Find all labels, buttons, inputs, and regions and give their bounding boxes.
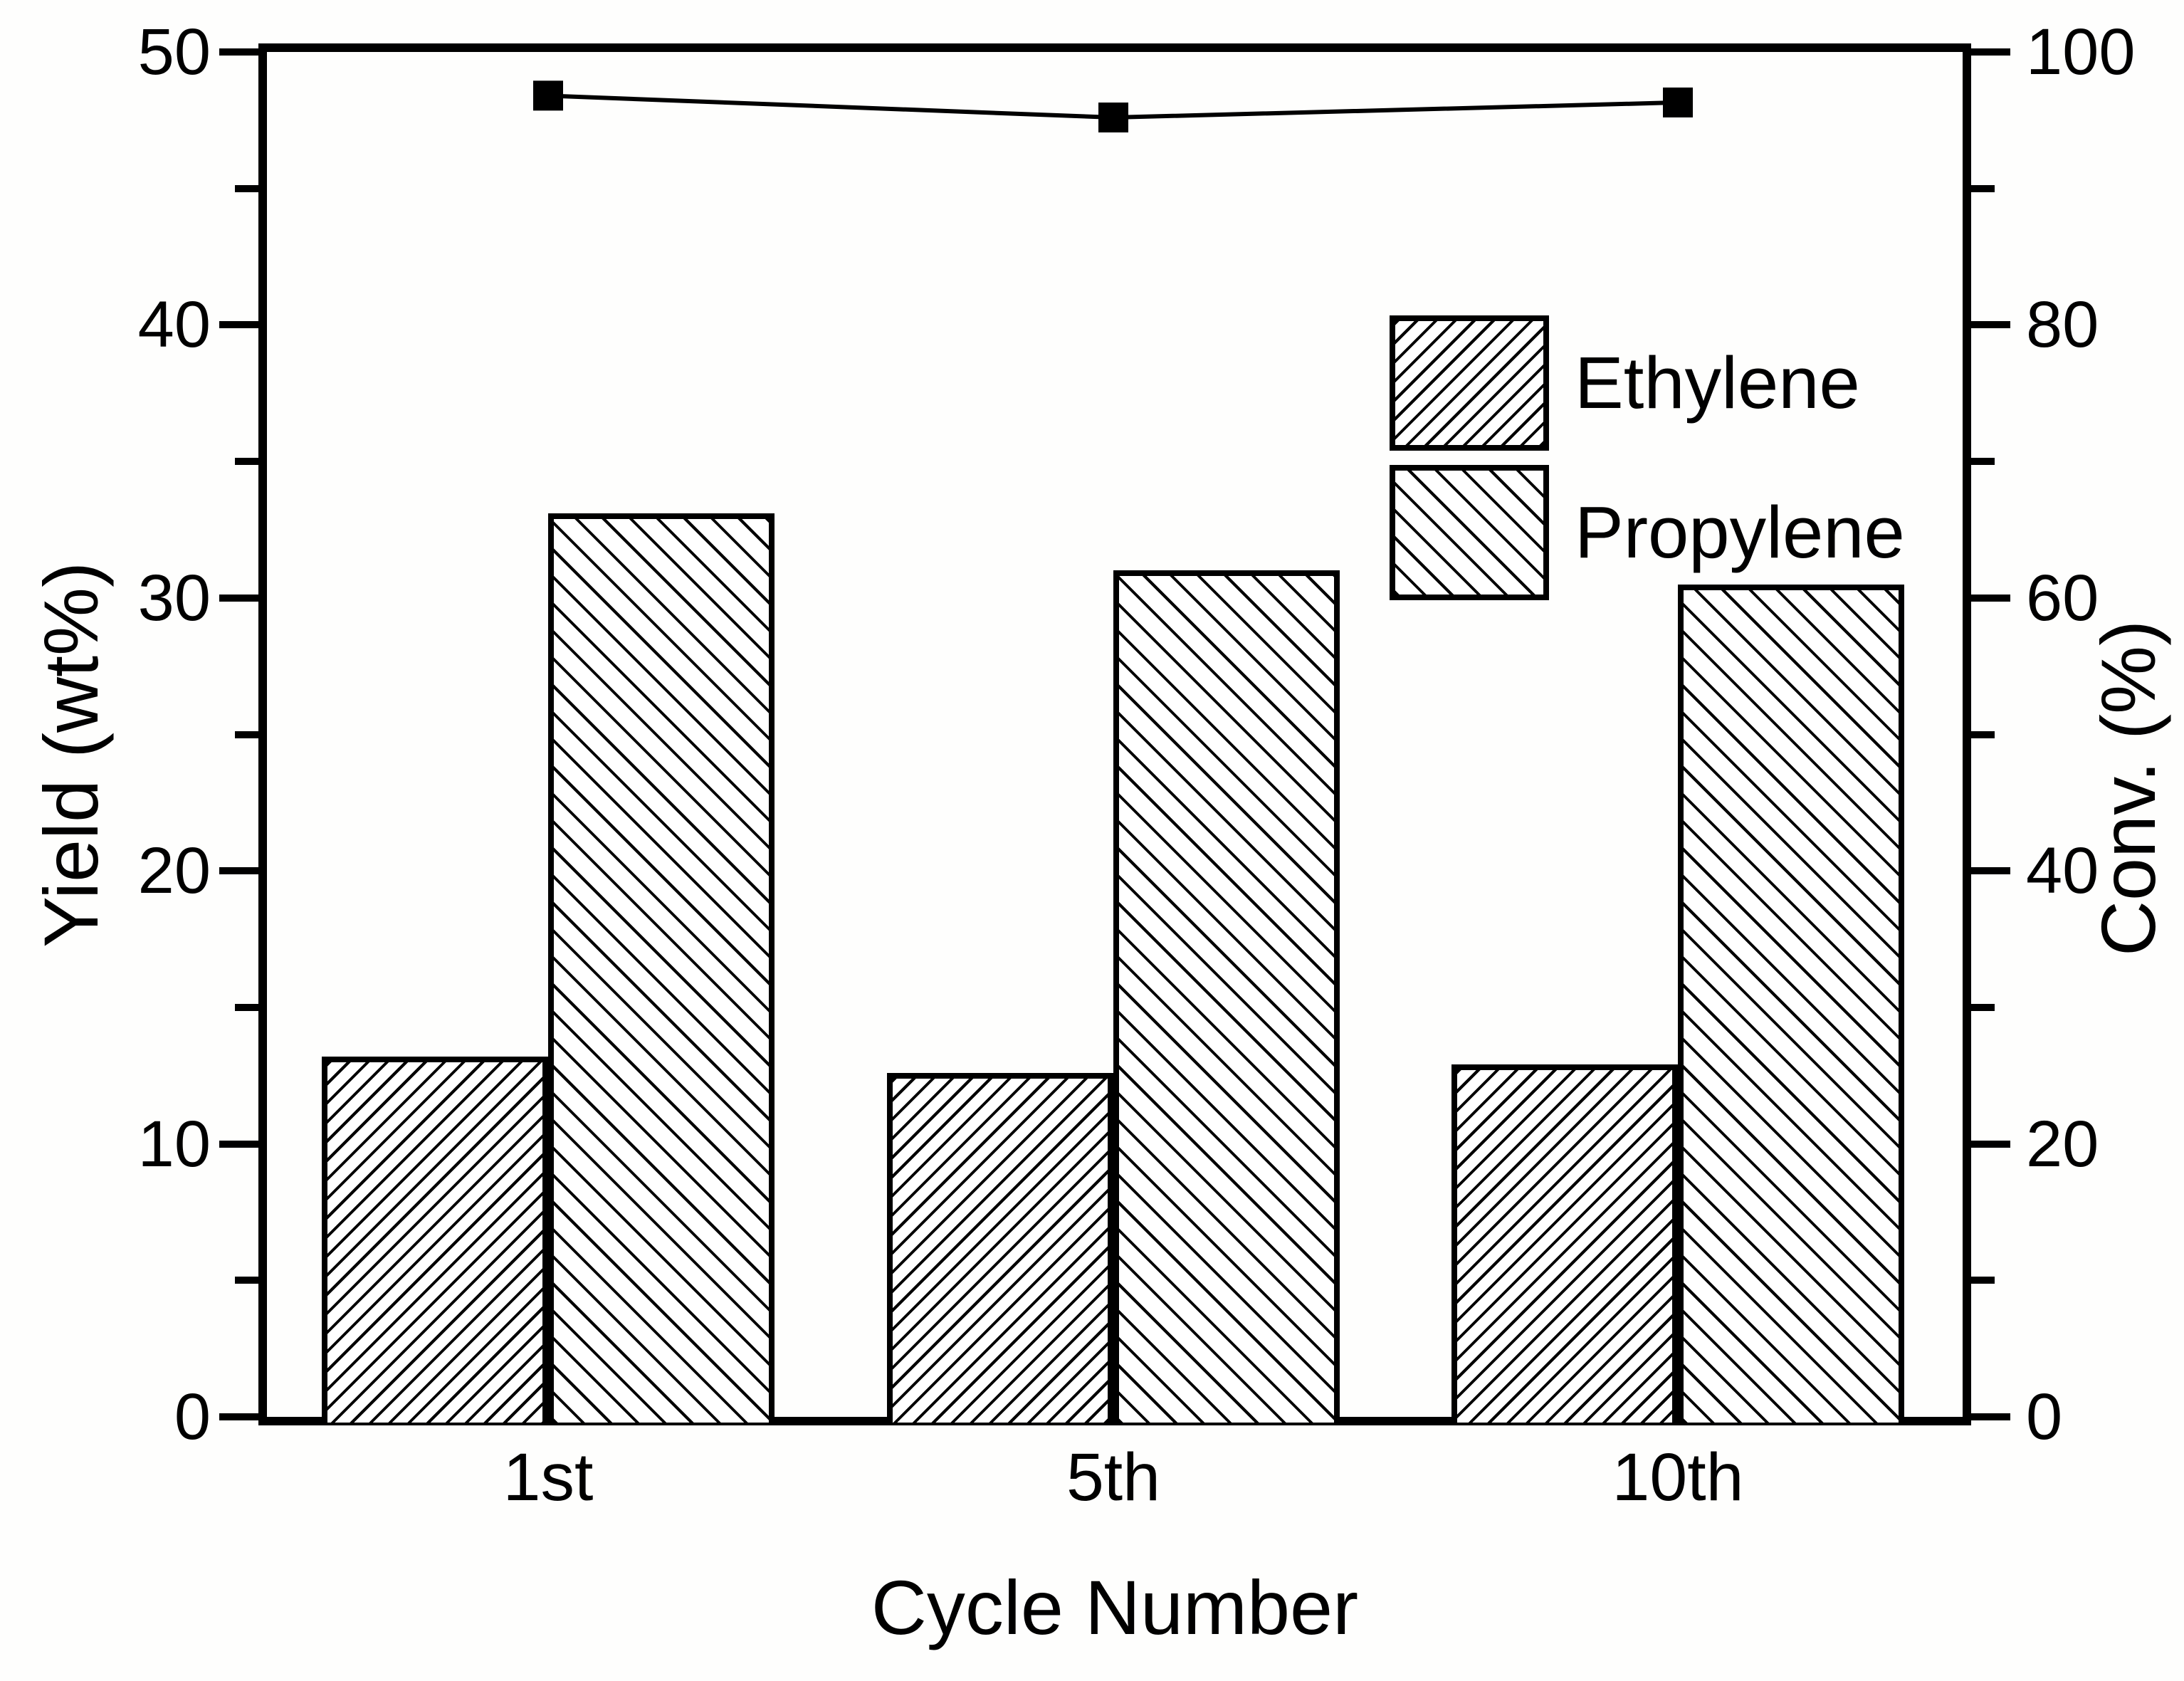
bar-ethylene-10th [1451,1064,1678,1423]
right-axis-tick-label: 100 [2026,16,2136,88]
legend-label-propylene: Propylene [1575,491,1905,573]
right-axis-major-tick [1971,867,2010,875]
left-axis-spine [258,43,267,1425]
left-axis-minor-tick [235,1277,258,1284]
x-axis-category-label: 10th [1612,1440,1744,1515]
left-axis-tick-label: 50 [137,16,211,88]
x-axis-category-label: 1st [503,1440,594,1515]
legend-label-ethylene: Ethylene [1575,342,1860,424]
left-axis-major-tick [219,321,258,329]
left-axis-tick-label: 10 [137,1107,211,1180]
right-axis-minor-tick [1971,730,1995,738]
left-axis-tick-label: 30 [137,561,211,634]
left-axis-minor-tick [235,458,258,466]
left-axis-major-tick [219,867,258,875]
bar-propylene-1st [548,513,775,1423]
ethylene-hatch-swatch [1390,315,1549,451]
left-axis-minor-tick [235,1003,258,1011]
left-axis-major-tick [219,1140,258,1148]
bar-propylene-5th [1113,570,1340,1423]
left-axis-title: Yield (wt%) [28,561,114,948]
right-axis-major-tick [1971,1413,2010,1420]
right-axis-major-tick [1971,48,2010,56]
conversion-marker-square [533,80,563,111]
right-axis-tick-label: 80 [2026,288,2099,362]
left-axis-tick-label: 40 [137,288,211,362]
top-axis-spine [258,43,1971,52]
left-axis-major-tick [219,1413,258,1420]
right-axis-minor-tick [1971,1003,1995,1011]
right-axis-tick-label: 20 [2026,1107,2099,1180]
left-axis-tick-label: 0 [174,1381,211,1453]
right-axis-minor-tick [1971,458,1995,466]
right-axis-title: Conv. (%) [2085,619,2171,957]
left-axis-minor-tick [235,184,258,192]
right-axis-tick-label: 60 [2026,561,2099,634]
bar-ethylene-1st [322,1056,548,1423]
right-axis-major-tick [1971,321,2010,329]
right-axis-tick-label: 40 [2026,834,2099,908]
propylene-hatch-swatch [1390,465,1549,600]
left-axis-tick-label: 20 [137,834,211,908]
right-axis-tick-label: 0 [2026,1381,2063,1453]
x-axis-category-label: 5th [1066,1440,1161,1515]
left-axis-major-tick [219,594,258,602]
right-axis-minor-tick [1971,1277,1995,1284]
right-axis-spine [1963,43,1971,1425]
bar-ethylene-5th [887,1072,1113,1423]
right-axis-major-tick [1971,594,2010,602]
conversion-marker-square [1663,87,1693,117]
right-axis-minor-tick [1971,184,1995,192]
conversion-marker-square [1098,103,1128,133]
legend-entry-ethylene: Ethylene [1390,315,1860,451]
left-axis-major-tick [219,48,258,56]
left-axis-minor-tick [235,730,258,738]
x-axis-title: Cycle Number [871,1564,1359,1650]
legend-entry-propylene: Propylene [1390,465,1905,600]
right-axis-major-tick [1971,1140,2010,1148]
bar-propylene-10th [1678,584,1904,1423]
